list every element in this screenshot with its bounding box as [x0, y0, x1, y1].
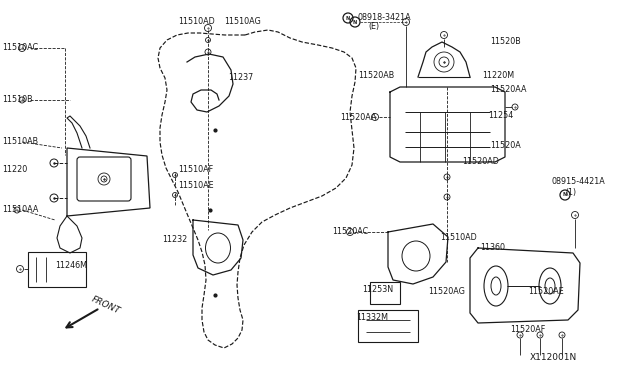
Text: 11520AF: 11520AF: [510, 326, 545, 334]
Bar: [28, 252, 86, 287]
Text: 11520AG: 11520AG: [428, 288, 465, 296]
Bar: [358, 310, 418, 342]
Text: 11332M: 11332M: [356, 314, 388, 323]
Text: 11510B: 11510B: [2, 96, 33, 105]
Text: 11253N: 11253N: [362, 285, 393, 295]
Text: 11510AE: 11510AE: [178, 180, 214, 189]
Text: 08915-4421A: 08915-4421A: [552, 177, 605, 186]
Text: 11520AD: 11520AD: [462, 157, 499, 167]
Text: 11510AG: 11510AG: [224, 17, 260, 26]
Text: 11520AB: 11520AB: [358, 71, 394, 80]
Text: 11246M: 11246M: [55, 260, 87, 269]
Text: 11520AE: 11520AE: [528, 288, 564, 296]
Text: 11510AD: 11510AD: [178, 17, 215, 26]
Text: 11360: 11360: [480, 244, 505, 253]
Text: 11220M: 11220M: [482, 71, 514, 80]
Text: 11520AA: 11520AA: [490, 86, 527, 94]
Text: 11254: 11254: [488, 110, 513, 119]
Text: (E): (E): [368, 22, 379, 32]
Text: 11520AA: 11520AA: [340, 113, 376, 122]
Text: 11510AA: 11510AA: [2, 205, 38, 215]
Text: (1): (1): [565, 187, 576, 196]
Text: X112001N: X112001N: [530, 353, 577, 362]
Text: N: N: [346, 16, 350, 20]
Text: 11232: 11232: [162, 235, 188, 244]
Text: 11520B: 11520B: [490, 38, 521, 46]
Text: FRONT: FRONT: [90, 294, 122, 315]
Text: 11510AB: 11510AB: [2, 138, 38, 147]
Text: 11520A: 11520A: [490, 141, 521, 150]
Text: 11510AD: 11510AD: [440, 234, 477, 243]
Text: N: N: [353, 19, 357, 25]
Text: 11510AC: 11510AC: [2, 44, 38, 52]
Text: 11520AC: 11520AC: [332, 228, 368, 237]
Text: 11237: 11237: [228, 74, 253, 83]
Text: 08918-3421A: 08918-3421A: [358, 13, 412, 22]
Bar: [370, 282, 400, 304]
Text: N: N: [563, 192, 567, 198]
Text: 11510AF: 11510AF: [178, 166, 213, 174]
Text: 11220: 11220: [2, 166, 28, 174]
